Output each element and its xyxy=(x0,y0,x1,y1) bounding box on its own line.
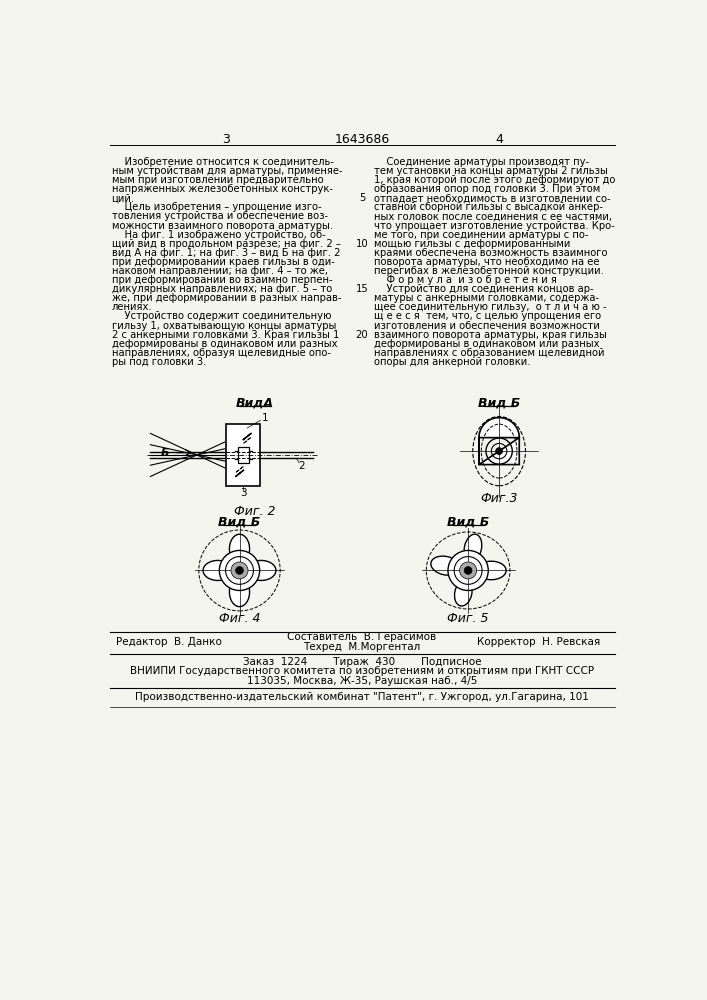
Text: образования опор под головки 3. При этом: образования опор под головки 3. При этом xyxy=(373,184,600,194)
Text: 1, края которой после этого деформируют до: 1, края которой после этого деформируют … xyxy=(373,175,615,185)
Text: Устройство для соединения концов ар-: Устройство для соединения концов ар- xyxy=(373,284,593,294)
Polygon shape xyxy=(238,447,249,463)
Text: что упрощает изготовление устройства. Кро-: что упрощает изготовление устройства. Кр… xyxy=(373,221,614,231)
Text: Вид Б: Вид Б xyxy=(218,515,261,528)
Ellipse shape xyxy=(448,550,489,590)
Text: ным устройствам для арматуры, применяе-: ным устройствам для арматуры, применяе- xyxy=(112,166,342,176)
Polygon shape xyxy=(479,418,519,465)
Text: мым при изготовлении предварительно: мым при изготовлении предварительно xyxy=(112,175,323,185)
Text: перегибах в железобетонной конструкции.: перегибах в железобетонной конструкции. xyxy=(373,266,604,276)
Ellipse shape xyxy=(477,561,506,580)
Text: деформированы в одинаковом или разных: деформированы в одинаковом или разных xyxy=(373,339,599,349)
Text: ставной сборной гильзы с высадкой анкер-: ставной сборной гильзы с высадкой анкер- xyxy=(373,202,602,212)
Text: 1: 1 xyxy=(262,413,269,423)
Text: Фиг. 2: Фиг. 2 xyxy=(234,505,276,518)
Text: 1643686: 1643686 xyxy=(334,133,390,146)
Text: 15: 15 xyxy=(356,284,368,294)
Text: при деформировании во взаимно перпен-: при деформировании во взаимно перпен- xyxy=(112,275,332,285)
Ellipse shape xyxy=(455,580,472,606)
Ellipse shape xyxy=(203,560,233,580)
Text: 2 с анкерными головками 3. Края гильзы 1: 2 с анкерными головками 3. Края гильзы 1 xyxy=(112,330,339,340)
Ellipse shape xyxy=(464,534,481,562)
Text: ВНИИПИ Государственного комитета по изобретениям и открытиям при ГКНТ СССР: ВНИИПИ Государственного комитета по изоб… xyxy=(130,666,594,676)
Text: Техред  М.Моргентал: Техред М.Моргентал xyxy=(303,642,421,652)
Text: щ е е с я  тем, что, с целью упрощения его: щ е е с я тем, что, с целью упрощения ег… xyxy=(373,311,601,321)
Text: наковом направлении; на фиг. 4 – то же,: наковом направлении; на фиг. 4 – то же, xyxy=(112,266,327,276)
Text: вид А на фиг. 1; на фиг. 3 – вид Б на фиг. 2: вид А на фиг. 1; на фиг. 3 – вид Б на фи… xyxy=(112,248,340,258)
Text: Вид Б: Вид Б xyxy=(478,397,520,410)
Text: 5: 5 xyxy=(358,193,365,203)
Ellipse shape xyxy=(496,448,503,455)
Text: ВидА: ВидА xyxy=(236,397,274,410)
Ellipse shape xyxy=(231,562,248,579)
Text: отпадает необходимость в изготовлении со-: отпадает необходимость в изготовлении со… xyxy=(373,193,610,203)
Text: мощью гильзы с деформированными: мощью гильзы с деформированными xyxy=(373,239,570,249)
Polygon shape xyxy=(226,424,260,486)
Ellipse shape xyxy=(464,567,472,574)
Text: Редактор  В. Данко: Редактор В. Данко xyxy=(115,637,221,647)
Text: ных головок после соединения с ее частями,: ных головок после соединения с ее частям… xyxy=(373,211,612,221)
Text: матуры с анкерными головками, содержа-: матуры с анкерными головками, содержа- xyxy=(373,293,599,303)
Text: дикулярных направлениях; на фиг. 5 – то: дикулярных направлениях; на фиг. 5 – то xyxy=(112,284,332,294)
Ellipse shape xyxy=(219,550,259,590)
Text: Фиг.3: Фиг.3 xyxy=(480,492,518,505)
Text: деформированы в одинаковом или разных: деформированы в одинаковом или разных xyxy=(112,339,337,349)
Text: напряженных железобетонных конструк-: напряженных железобетонных конструк- xyxy=(112,184,332,194)
Text: ме того, при соединении арматуры с по-: ме того, при соединении арматуры с по- xyxy=(373,230,588,240)
Text: 2: 2 xyxy=(298,461,305,471)
Text: взаимного поворота арматуры, края гильзы: взаимного поворота арматуры, края гильзы xyxy=(373,330,607,340)
Text: щее соединительную гильзу,  о т л и ч а ю -: щее соединительную гильзу, о т л и ч а ю… xyxy=(373,302,606,312)
Text: На фиг. 1 изображено устройство, об-: На фиг. 1 изображено устройство, об- xyxy=(112,230,325,240)
Text: можности взаимного поворота арматуры.: можности взаимного поворота арматуры. xyxy=(112,221,333,231)
Text: Корректор  Н. Ревская: Корректор Н. Ревская xyxy=(477,637,600,647)
Text: Фиг. 4: Фиг. 4 xyxy=(218,612,260,625)
Text: краями обеспечена возможность взаимного: краями обеспечена возможность взаимного xyxy=(373,248,607,258)
Text: Составитель  В. Герасимов: Составитель В. Герасимов xyxy=(287,632,437,642)
Text: Цель изобретения – упрощение изго-: Цель изобретения – упрощение изго- xyxy=(112,202,321,212)
Text: товления устройства и обеспечение воз-: товления устройства и обеспечение воз- xyxy=(112,211,328,221)
Text: Соединение арматуры производят пу-: Соединение арматуры производят пу- xyxy=(373,157,589,167)
Text: при деформировании краев гильзы в оди-: при деформировании краев гильзы в оди- xyxy=(112,257,334,267)
Text: ций.: ций. xyxy=(112,193,135,203)
Ellipse shape xyxy=(431,556,460,575)
Text: тем установки на концы арматуры 2 гильзы: тем установки на концы арматуры 2 гильзы xyxy=(373,166,607,176)
Ellipse shape xyxy=(460,562,477,579)
Text: Заказ  1224        Тираж  430        Подписное: Заказ 1224 Тираж 430 Подписное xyxy=(243,657,481,667)
Text: ры под головки 3.: ры под головки 3. xyxy=(112,357,206,367)
Ellipse shape xyxy=(230,534,250,564)
Text: направлениях с образованием щелевидной: направлениях с образованием щелевидной xyxy=(373,348,604,358)
Text: Б: Б xyxy=(161,448,170,458)
Text: гильзу 1, охватывающую концы арматуры: гильзу 1, охватывающую концы арматуры xyxy=(112,321,336,331)
Text: же, при деформировании в разных направ-: же, при деформировании в разных направ- xyxy=(112,293,341,303)
Text: Производственно-издательский комбинат "Патент", г. Ужгород, ул.Гагарина, 101: Производственно-издательский комбинат "П… xyxy=(135,692,589,702)
Text: Вид Б: Вид Б xyxy=(447,515,489,528)
Text: лениях.: лениях. xyxy=(112,302,152,312)
Text: Устройство содержит соединительную: Устройство содержит соединительную xyxy=(112,311,331,321)
Text: Ф о р м у л а  и з о б р е т е н и я: Ф о р м у л а и з о б р е т е н и я xyxy=(373,275,556,285)
Ellipse shape xyxy=(230,577,250,607)
Text: 113035, Москва, Ж-35, Раушская наб., 4/5: 113035, Москва, Ж-35, Раушская наб., 4/5 xyxy=(247,676,477,686)
Text: щий вид в продольном разрезе; на фиг. 2 –: щий вид в продольном разрезе; на фиг. 2 … xyxy=(112,239,341,249)
Text: 10: 10 xyxy=(356,239,368,249)
Text: 4: 4 xyxy=(495,133,503,146)
Text: опоры для анкерной головки.: опоры для анкерной головки. xyxy=(373,357,530,367)
Text: изготовления и обеспечения возможности: изготовления и обеспечения возможности xyxy=(373,321,600,331)
Text: 20: 20 xyxy=(356,330,368,340)
Text: 3: 3 xyxy=(221,133,230,146)
Text: Изобретение относится к соединитель-: Изобретение относится к соединитель- xyxy=(112,157,334,167)
Text: Фиг. 5: Фиг. 5 xyxy=(448,612,489,625)
Ellipse shape xyxy=(247,560,276,580)
Text: 3: 3 xyxy=(240,488,247,498)
Text: направлениях, образуя щелевидные опо-: направлениях, образуя щелевидные опо- xyxy=(112,348,331,358)
Text: поворота арматуры, что необходимо на ее: поворота арматуры, что необходимо на ее xyxy=(373,257,599,267)
Ellipse shape xyxy=(235,567,243,574)
